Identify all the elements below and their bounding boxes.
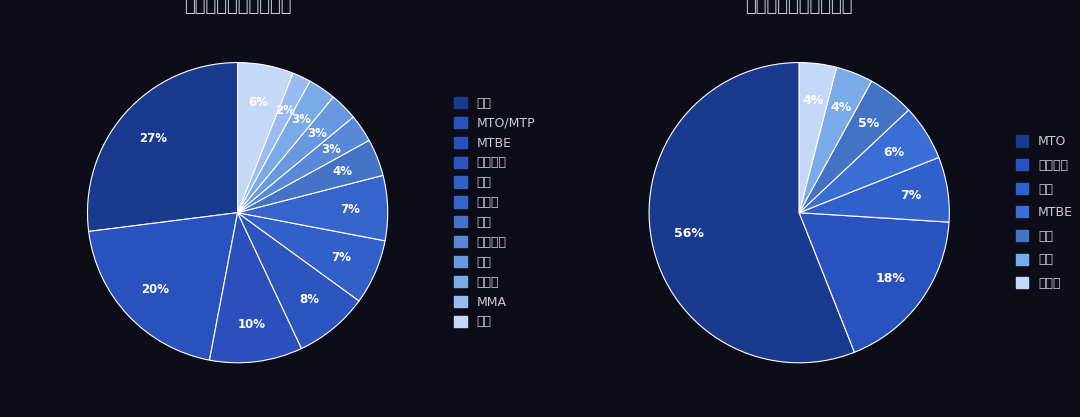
Wedge shape	[799, 213, 949, 352]
Text: 7%: 7%	[330, 251, 351, 264]
Text: 6%: 6%	[883, 146, 905, 159]
Text: 18%: 18%	[876, 272, 905, 285]
Text: 7%: 7%	[340, 203, 360, 216]
Title: 全球甲醇下游需求占比: 全球甲醇下游需求占比	[184, 0, 292, 15]
Text: 4%: 4%	[802, 95, 824, 108]
Wedge shape	[799, 110, 939, 213]
Text: 10%: 10%	[238, 318, 266, 331]
Wedge shape	[238, 73, 310, 213]
Text: 7%: 7%	[900, 188, 921, 201]
Text: 27%: 27%	[139, 132, 167, 145]
Legend: MTO, 甲醇燃料, 甲醛, MTBE, 醋酸, 其他, 二甲醚: MTO, 甲醇燃料, 甲醛, MTBE, 醋酸, 其他, 二甲醚	[1012, 131, 1077, 294]
Text: 3%: 3%	[321, 143, 340, 156]
Wedge shape	[238, 97, 353, 213]
Wedge shape	[210, 213, 301, 363]
Wedge shape	[799, 63, 837, 213]
Text: 4%: 4%	[333, 165, 352, 178]
Text: 56%: 56%	[674, 227, 703, 240]
Text: 3%: 3%	[308, 126, 327, 140]
Text: 20%: 20%	[141, 283, 170, 296]
Wedge shape	[238, 141, 383, 213]
Wedge shape	[89, 213, 238, 360]
Text: 2%: 2%	[275, 104, 296, 117]
Wedge shape	[799, 67, 872, 213]
Text: 3%: 3%	[291, 113, 311, 126]
Wedge shape	[799, 157, 949, 222]
Legend: 甲醛, MTO/MTP, MTBE, 汽油调和, 醋酸, 二甲醚, 溶剂, 生物柴油, 甲胺, 氯甲烷, MMA, 其他: 甲醛, MTO/MTP, MTBE, 汽油调和, 醋酸, 二甲醚, 溶剂, 生物…	[450, 93, 539, 332]
Wedge shape	[649, 63, 854, 363]
Wedge shape	[238, 63, 293, 213]
Wedge shape	[238, 175, 388, 241]
Text: 4%: 4%	[831, 101, 851, 115]
Wedge shape	[799, 81, 908, 213]
Wedge shape	[238, 81, 334, 213]
Wedge shape	[87, 63, 238, 231]
Wedge shape	[238, 117, 369, 213]
Wedge shape	[238, 213, 359, 349]
Title: 中国甲醇下游需求占比: 中国甲醇下游需求占比	[745, 0, 853, 15]
Wedge shape	[238, 213, 386, 301]
Text: 5%: 5%	[858, 117, 879, 130]
Text: 8%: 8%	[299, 293, 320, 306]
Text: 6%: 6%	[248, 95, 269, 108]
